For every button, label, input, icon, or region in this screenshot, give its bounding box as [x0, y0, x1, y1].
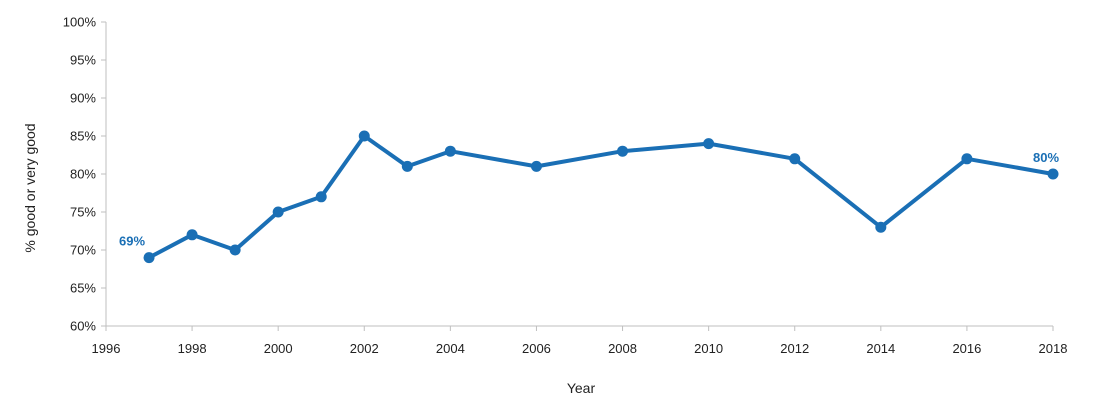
data-label: 80% — [1033, 150, 1059, 165]
data-point — [961, 153, 973, 165]
y-tick-label: 100% — [63, 15, 97, 30]
data-point — [617, 145, 629, 157]
y-axis: 60% 65% 70% 75% 80% 85% 90% 95% 100% — [63, 15, 107, 334]
data-point — [401, 160, 413, 172]
data-point — [875, 221, 887, 233]
x-tick-label: 2006 — [522, 341, 551, 356]
data-point — [229, 244, 241, 256]
x-tick-label: 2004 — [436, 341, 465, 356]
y-tick-label: 95% — [70, 53, 96, 68]
data-point — [272, 206, 284, 218]
data-point — [358, 130, 370, 142]
data-label: 69% — [119, 234, 145, 249]
y-tick-label: 75% — [70, 205, 96, 220]
data-point — [1047, 168, 1059, 180]
data-point — [444, 145, 456, 157]
x-axis: 1996 1998 2000 2002 2004 2006 2008 2010 2012 2014… — [92, 325, 1068, 356]
x-tick-label: 2008 — [608, 341, 637, 356]
data-point — [315, 191, 327, 203]
series-line — [147, 134, 1055, 260]
y-axis-title: % good or very good — [22, 123, 38, 252]
y-tick-label: 60% — [70, 319, 96, 334]
y-tick-label: 85% — [70, 129, 96, 144]
y-tick-label: 80% — [70, 167, 96, 182]
x-tick-label: 2012 — [780, 341, 809, 356]
data-point — [703, 138, 715, 150]
x-tick-label: 2002 — [350, 341, 379, 356]
y-tick-label: 65% — [70, 281, 96, 296]
data-point — [186, 229, 198, 241]
data-point — [143, 252, 155, 264]
y-tick-label: 90% — [70, 91, 96, 106]
x-tick-label: 1996 — [92, 341, 121, 356]
y-tick-label: 70% — [70, 243, 96, 258]
x-tick-label: 2010 — [694, 341, 723, 356]
data-point — [530, 160, 542, 172]
annotation-layer: 69% 80% — [119, 150, 1059, 249]
x-tick-label: 2000 — [264, 341, 293, 356]
data-point — [789, 153, 801, 165]
x-axis-title: Year — [567, 380, 596, 396]
x-tick-label: 2018 — [1039, 341, 1068, 356]
x-tick-label: 1998 — [178, 341, 207, 356]
x-tick-label: 2016 — [952, 341, 981, 356]
series-layer — [143, 130, 1059, 264]
x-tick-label: 2014 — [866, 341, 895, 356]
